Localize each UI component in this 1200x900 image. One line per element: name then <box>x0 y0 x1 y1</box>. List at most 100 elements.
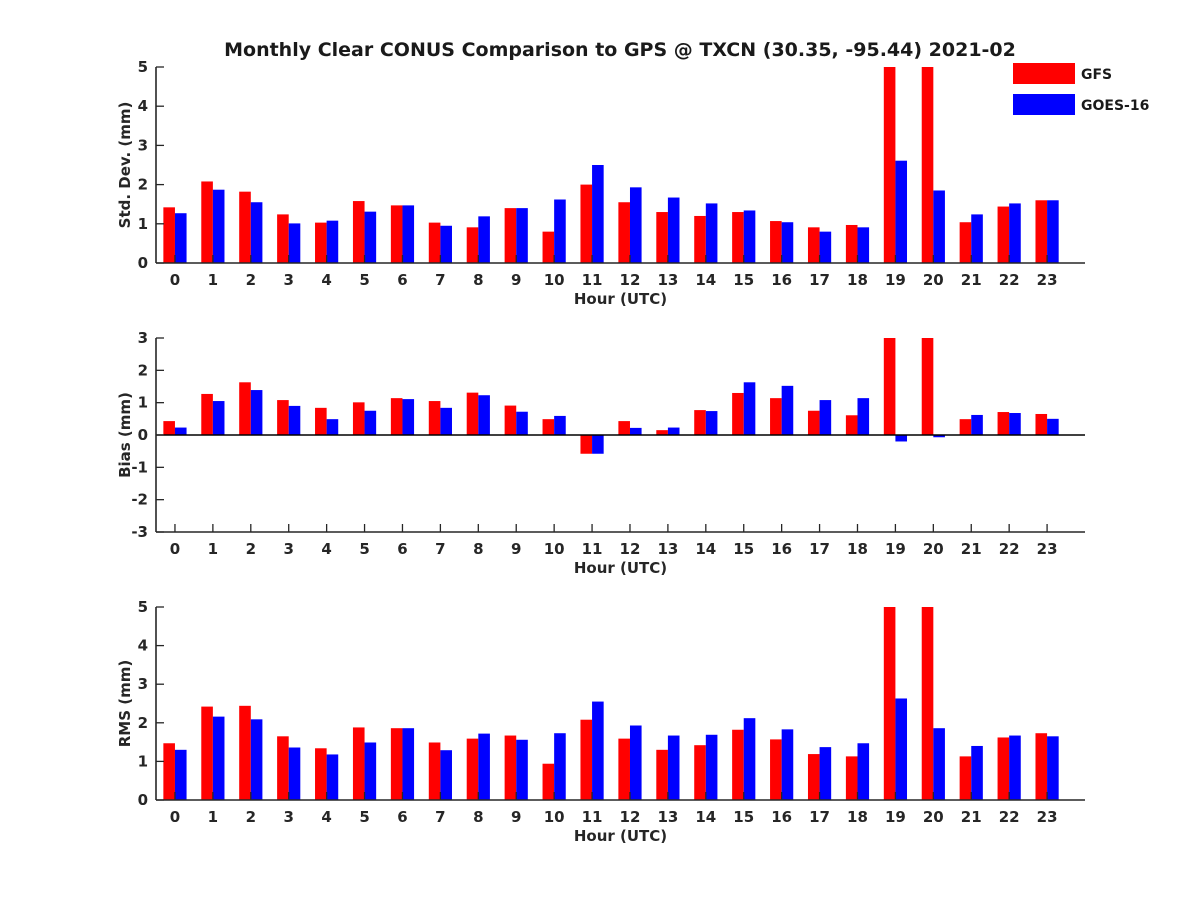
bar-gfs-hour-12 <box>618 202 630 263</box>
legend-swatch-gfs <box>1013 63 1075 84</box>
bar-goes-16-hour-16 <box>781 222 794 263</box>
bar-gfs-hour-7 <box>428 401 441 435</box>
y-axis-label: RMS (mm) <box>116 660 134 747</box>
x-tick-label: 15 <box>733 540 754 558</box>
x-tick-label: 10 <box>544 271 565 289</box>
bar-gfs-hour-8 <box>466 392 479 435</box>
bar-gfs-hour-20 <box>921 67 934 263</box>
x-tick-label: 9 <box>511 271 521 289</box>
bar-goes-16-hour-12 <box>629 427 642 435</box>
bar-gfs-hour-2 <box>239 191 251 263</box>
x-tick-label: 13 <box>657 271 678 289</box>
bar-gfs-hour-3 <box>277 736 289 800</box>
x-tick-label: 17 <box>809 271 830 289</box>
bar-goes-16-hour-18 <box>857 398 870 435</box>
x-tick-label: 2 <box>246 808 256 826</box>
bar-gfs-hour-15 <box>732 729 744 800</box>
x-tick-label: 9 <box>511 808 521 826</box>
bar-gfs-hour-11 <box>580 184 593 263</box>
bar-goes-16-hour-15 <box>743 210 756 263</box>
x-axis-label: Hour (UTC) <box>574 559 667 577</box>
x-tick-label: 13 <box>657 540 678 558</box>
bar-goes-16-hour-17 <box>819 231 832 263</box>
bar-gfs-hour-17 <box>807 754 820 800</box>
bar-gfs-hour-4 <box>315 222 327 263</box>
bar-gfs-hour-20 <box>921 338 934 435</box>
bar-goes-16-hour-4 <box>326 754 339 800</box>
x-axis-label: Hour (UTC) <box>574 290 667 308</box>
bar-gfs-hour-7 <box>428 742 441 800</box>
bar-gfs-hour-23 <box>1035 200 1048 263</box>
bar-gfs-hour-13 <box>656 749 668 800</box>
bar-gfs-hour-8 <box>466 738 479 800</box>
bar-gfs-hour-18 <box>845 756 858 800</box>
bar-gfs-hour-14 <box>694 410 706 435</box>
y-axis-label: Bias (mm) <box>116 392 134 478</box>
x-tick-label: 11 <box>582 808 603 826</box>
bar-gfs-hour-8 <box>466 227 479 263</box>
bar-goes-16-hour-7 <box>440 750 452 800</box>
bar-gfs-hour-19 <box>883 607 896 800</box>
bar-goes-16-hour-2 <box>250 719 263 800</box>
bar-gfs-hour-12 <box>618 421 630 435</box>
y-tick-label: 0 <box>138 791 148 809</box>
x-tick-label: 9 <box>511 540 521 558</box>
bar-goes-16-hour-14 <box>705 734 718 800</box>
x-tick-label: 1 <box>208 540 218 558</box>
x-tick-label: 3 <box>283 540 293 558</box>
x-tick-label: 19 <box>885 271 906 289</box>
bar-gfs-hour-5 <box>352 402 365 435</box>
bar-goes-16-hour-20 <box>933 435 945 438</box>
bar-goes-16-hour-9 <box>516 411 528 435</box>
x-tick-label: 5 <box>359 540 369 558</box>
bar-goes-16-hour-8 <box>478 733 490 800</box>
bar-goes-16-hour-21 <box>971 745 983 800</box>
y-tick-label: 4 <box>138 637 148 655</box>
bar-gfs-hour-22 <box>997 737 1010 800</box>
bar-gfs-hour-23 <box>1035 413 1048 435</box>
bar-gfs-hour-2 <box>239 705 251 800</box>
y-tick-label: 1 <box>138 752 148 770</box>
y-tick-label: 5 <box>138 58 148 76</box>
bar-goes-16-hour-5 <box>364 211 377 263</box>
x-tick-label: 3 <box>283 271 293 289</box>
bar-goes-16-hour-0 <box>174 213 187 263</box>
bar-gfs-hour-17 <box>807 227 820 263</box>
bar-goes-16-hour-1 <box>212 189 225 263</box>
bar-gfs-hour-9 <box>504 405 517 435</box>
bar-goes-16-hour-7 <box>440 225 452 263</box>
bar-gfs-hour-3 <box>277 214 289 263</box>
bar-goes-16-hour-19 <box>895 435 908 442</box>
y-tick-label: -1 <box>131 458 148 476</box>
x-tick-label: 6 <box>397 540 407 558</box>
bar-gfs-hour-16 <box>770 398 782 435</box>
bar-goes-16-hour-15 <box>743 382 756 435</box>
bar-goes-16-hour-11 <box>592 165 604 263</box>
x-tick-label: 16 <box>771 808 792 826</box>
x-tick-label: 10 <box>544 808 565 826</box>
bar-goes-16-hour-1 <box>212 716 225 800</box>
x-tick-label: 12 <box>620 808 641 826</box>
bar-goes-16-hour-0 <box>174 749 187 800</box>
x-tick-label: 8 <box>473 540 483 558</box>
bar-goes-16-hour-9 <box>516 208 528 263</box>
bar-goes-16-hour-23 <box>1047 736 1059 800</box>
y-tick-label: 0 <box>138 426 148 444</box>
x-tick-label: 12 <box>620 540 641 558</box>
bar-goes-16-hour-13 <box>667 735 680 800</box>
bar-goes-16-hour-3 <box>288 223 301 263</box>
bar-gfs-hour-13 <box>656 212 668 263</box>
bar-gfs-hour-10 <box>542 419 555 435</box>
bar-goes-16-hour-6 <box>402 399 415 435</box>
bar-goes-16-hour-18 <box>857 227 870 263</box>
bar-goes-16-hour-20 <box>933 728 945 800</box>
x-tick-label: 16 <box>771 271 792 289</box>
bar-goes-16-hour-13 <box>667 197 680 263</box>
x-tick-label: 7 <box>435 808 445 826</box>
x-tick-label: 20 <box>923 271 944 289</box>
bar-goes-16-hour-19 <box>895 698 908 800</box>
x-tick-label: 20 <box>923 540 944 558</box>
